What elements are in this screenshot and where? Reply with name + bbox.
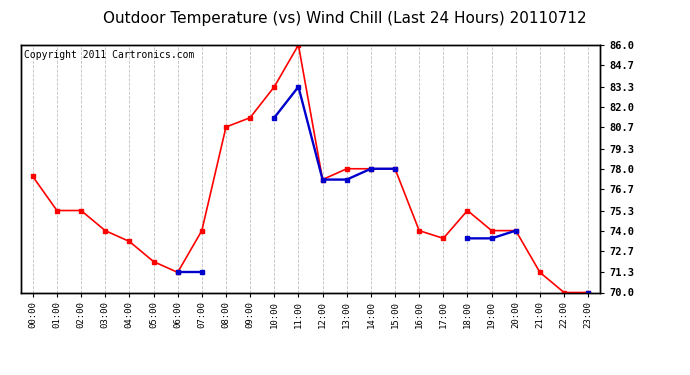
Text: Outdoor Temperature (vs) Wind Chill (Last 24 Hours) 20110712: Outdoor Temperature (vs) Wind Chill (Las… xyxy=(104,11,586,26)
Text: Copyright 2011 Cartronics.com: Copyright 2011 Cartronics.com xyxy=(23,50,194,60)
